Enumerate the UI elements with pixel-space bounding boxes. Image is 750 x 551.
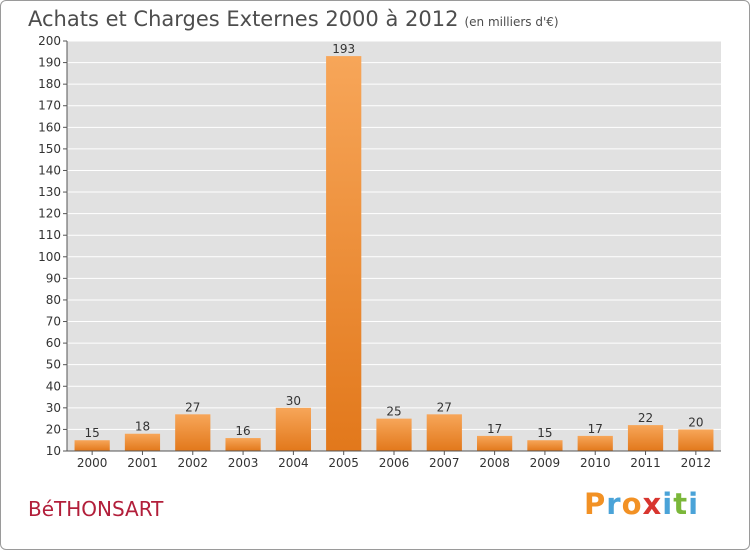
y-tick-label: 150 bbox=[38, 142, 61, 156]
data-label: 15 bbox=[85, 426, 100, 440]
chart-title: Achats et Charges Externes 2000 à 2012 (e… bbox=[28, 7, 559, 31]
data-label: 17 bbox=[588, 422, 603, 436]
data-label: 22 bbox=[638, 411, 653, 425]
bar bbox=[527, 440, 563, 451]
x-tick-label: 2000 bbox=[77, 456, 108, 470]
bar bbox=[74, 440, 110, 451]
x-tick-label: 2008 bbox=[479, 456, 510, 470]
bar bbox=[175, 414, 211, 451]
bar bbox=[627, 425, 664, 451]
y-tick-label: 50 bbox=[46, 358, 61, 372]
x-tick-label: 2009 bbox=[530, 456, 561, 470]
bar bbox=[426, 414, 462, 451]
y-tick-label: 40 bbox=[46, 379, 61, 393]
bar bbox=[225, 438, 261, 451]
x-tick-label: 2005 bbox=[328, 456, 359, 470]
y-tick-label: 170 bbox=[38, 99, 61, 113]
bar bbox=[275, 407, 311, 451]
x-tick-label: 2012 bbox=[681, 456, 712, 470]
y-tick-label: 200 bbox=[38, 34, 61, 48]
x-tick-label: 2010 bbox=[580, 456, 611, 470]
y-tick-label: 60 bbox=[46, 336, 61, 350]
data-label: 18 bbox=[135, 420, 150, 434]
y-tick-label: 20 bbox=[46, 422, 61, 436]
logo-letter: i bbox=[688, 487, 700, 521]
plot-area bbox=[67, 41, 721, 451]
bar bbox=[577, 435, 613, 451]
data-label: 16 bbox=[235, 424, 250, 438]
y-tick-label: 110 bbox=[38, 228, 61, 242]
data-label: 15 bbox=[537, 426, 552, 440]
bar bbox=[376, 418, 412, 451]
x-tick-label: 2007 bbox=[429, 456, 460, 470]
y-tick-label: 180 bbox=[38, 77, 61, 91]
proxiti-logo: Proxiti bbox=[584, 487, 699, 521]
logo-letter: x bbox=[642, 487, 663, 521]
data-label: 27 bbox=[437, 400, 452, 414]
logo-letter: P bbox=[584, 487, 607, 521]
y-tick-label: 120 bbox=[38, 207, 61, 221]
bar bbox=[124, 433, 161, 451]
data-label: 17 bbox=[487, 422, 502, 436]
x-tick-label: 2002 bbox=[177, 456, 208, 470]
bar bbox=[326, 56, 362, 452]
y-tick-label: 130 bbox=[38, 185, 61, 199]
data-label: 193 bbox=[332, 42, 355, 56]
y-tick-label: 30 bbox=[46, 401, 61, 415]
y-tick-label: 160 bbox=[38, 120, 61, 134]
y-tick-label: 80 bbox=[46, 293, 61, 307]
y-tick-label: 100 bbox=[38, 250, 61, 264]
logo-letter: r bbox=[606, 487, 622, 521]
logo-letter: i bbox=[662, 487, 674, 521]
chart-title-text: Achats et Charges Externes 2000 à 2012 bbox=[28, 7, 459, 31]
x-tick-label: 2003 bbox=[228, 456, 259, 470]
y-tick-label: 10 bbox=[46, 444, 61, 458]
data-label: 20 bbox=[688, 415, 703, 429]
data-label: 30 bbox=[286, 394, 301, 408]
chart-unit-note: (en milliers d'€) bbox=[464, 15, 559, 29]
commune-name: BéTHONSART bbox=[28, 497, 164, 521]
data-label: 27 bbox=[185, 400, 200, 414]
x-tick-label: 2004 bbox=[278, 456, 309, 470]
y-tick-label: 70 bbox=[46, 315, 61, 329]
bar bbox=[678, 429, 714, 451]
x-tick-label: 2001 bbox=[127, 456, 158, 470]
logo-letter: t bbox=[673, 487, 689, 521]
data-label: 25 bbox=[386, 405, 401, 419]
bar bbox=[477, 435, 513, 451]
y-tick-label: 140 bbox=[38, 163, 61, 177]
x-tick-label: 2011 bbox=[630, 456, 661, 470]
x-tick-label: 2006 bbox=[379, 456, 410, 470]
logo-letter: o bbox=[621, 487, 643, 521]
y-tick-label: 190 bbox=[38, 56, 61, 70]
y-tick-label: 90 bbox=[46, 271, 61, 285]
